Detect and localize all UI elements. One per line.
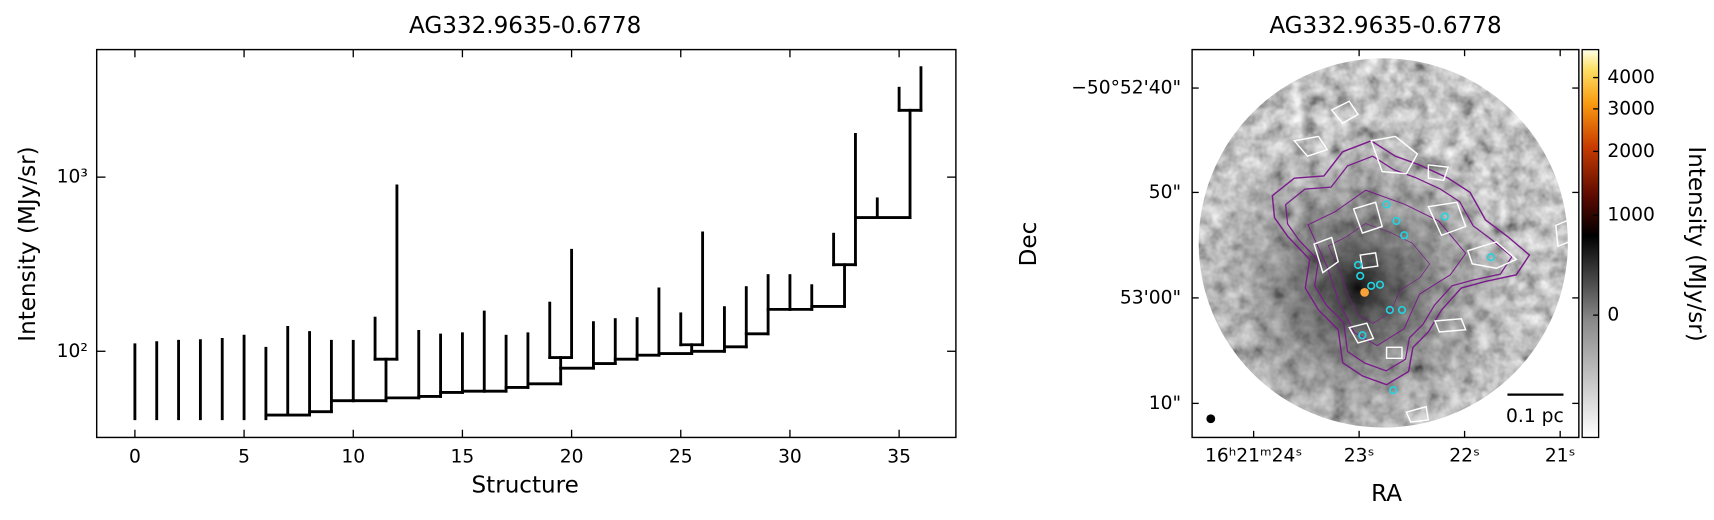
colorbar-tick-label: 3000: [1607, 98, 1654, 119]
x-tick-label: 10: [341, 447, 365, 468]
x-tick-label: 21ˢ: [1545, 446, 1576, 467]
x-tick-label: 22ˢ: [1449, 446, 1480, 467]
contour: [1284, 155, 1513, 372]
contour: [1555, 218, 1570, 248]
source: [1397, 305, 1407, 315]
source: [1392, 216, 1401, 226]
source: [1440, 212, 1449, 221]
map-frame: [1191, 48, 1580, 439]
contour: [1307, 189, 1467, 347]
intensity-map: 0.1 pc: [1198, 58, 1570, 428]
contour: [1327, 223, 1431, 324]
y-tick-label: 50": [1149, 182, 1181, 203]
contour: [1313, 236, 1340, 274]
contour: [1466, 241, 1518, 269]
y-axis-label: Dec: [1016, 222, 1042, 267]
y-axis-label: Intensity (MJy/sr): [15, 146, 41, 341]
peak-spot: [1360, 288, 1370, 297]
colorbar-label: Intensity (MJy/sr): [1683, 146, 1709, 341]
map-title: AG332.9635-0.6778: [1269, 13, 1501, 39]
x-tick-label: 35: [887, 447, 911, 468]
x-tick-label: 30: [778, 447, 802, 468]
contour: [1405, 405, 1430, 423]
contour: [1348, 322, 1375, 344]
contour: [1330, 100, 1360, 125]
colorbar: [1581, 48, 1600, 439]
colorbar-tick-label: 4000: [1607, 67, 1654, 88]
source: [1356, 271, 1365, 281]
x-tick-label: 23ˢ: [1344, 446, 1375, 467]
x-tick-label: 20: [560, 447, 584, 468]
colorbar-tick-label: 1000: [1607, 205, 1654, 226]
source: [1385, 305, 1394, 315]
source: [1382, 200, 1391, 209]
chart-title: AG332.9635-0.6778: [409, 13, 641, 39]
y-tick-label: −50°52'40": [1071, 78, 1181, 99]
y-tick-label: 10²: [57, 341, 88, 362]
x-axis-label: Structure: [472, 472, 579, 498]
white-contours: [1292, 100, 1570, 423]
plot-frame: [95, 48, 957, 439]
source: [1486, 253, 1496, 262]
beam: [1206, 414, 1216, 424]
contour: [1427, 201, 1467, 237]
scale-bar-label: 0.1 pc: [1506, 406, 1564, 427]
x-tick-label: 25: [669, 447, 693, 468]
purple-contours: [1271, 139, 1531, 386]
y-tick-label: 10³: [57, 167, 88, 188]
x-tick-label: 15: [451, 447, 475, 468]
x-axis-label: RA: [1371, 481, 1402, 507]
contour: [1427, 164, 1450, 182]
contour: [1385, 346, 1403, 360]
source: [1375, 280, 1385, 289]
y-tick-label: 10": [1149, 393, 1181, 414]
x-tick-label: 16ʰ21ᵐ24ˢ: [1205, 446, 1302, 467]
x-tick-label: 5: [238, 447, 250, 468]
source: [1389, 386, 1398, 395]
source: [1353, 260, 1363, 270]
colorbar-tick-label: 0: [1607, 305, 1619, 326]
contour: [1271, 139, 1531, 386]
source-markers: [1353, 200, 1496, 395]
source: [1358, 331, 1367, 340]
map-core: [1198, 58, 1568, 428]
map-disk: [1198, 58, 1568, 428]
colorbar-tick-label: 2000: [1607, 141, 1654, 162]
contour: [1352, 201, 1384, 234]
source: [1367, 281, 1376, 290]
source: [1400, 231, 1409, 240]
y-tick-label: 53'00": [1120, 287, 1181, 308]
contour: [1433, 318, 1467, 333]
x-tick-label: 0: [129, 447, 141, 468]
contour: [1292, 135, 1329, 158]
contour: [1370, 135, 1419, 175]
